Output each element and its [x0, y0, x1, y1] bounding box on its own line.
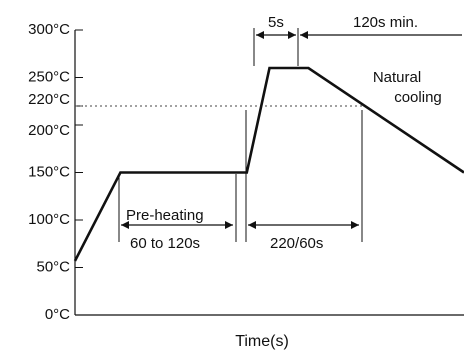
temperature-profile-line	[73, 66, 464, 262]
annotation-layer: Pre-heating 60 to 120s 220/60s 5s 120s m…	[118, 14, 462, 252]
preheating-duration-label: 60 to 120s	[130, 235, 200, 252]
series-layer	[73, 66, 464, 262]
cooling-label-line-2: cooling	[394, 89, 442, 106]
y-tick-label: 0°C	[45, 306, 70, 323]
soak-duration-label: 220/60s	[270, 235, 323, 252]
y-tick-label: 220°C	[28, 91, 70, 108]
y-tick-label: 250°C	[28, 68, 70, 85]
cooling-duration-label: 120s min.	[353, 14, 418, 31]
x-axis-title: Time(s)	[235, 333, 289, 350]
preheating-label: Pre-heating	[126, 207, 204, 224]
y-tick-label: 50°C	[36, 258, 70, 275]
cooling-label-line-1: Natural	[373, 69, 421, 86]
y-tick-label: 150°C	[28, 163, 70, 180]
y-tick-label: 100°C	[28, 211, 70, 228]
axes-layer: 300°C 250°C 220°C 200°C 150°C 100°C 50°C 0°C	[28, 21, 464, 323]
y-tick-label: 200°C	[28, 122, 70, 139]
peak-duration-label: 5s	[268, 14, 284, 31]
y-tick-label: 300°C	[28, 21, 70, 38]
